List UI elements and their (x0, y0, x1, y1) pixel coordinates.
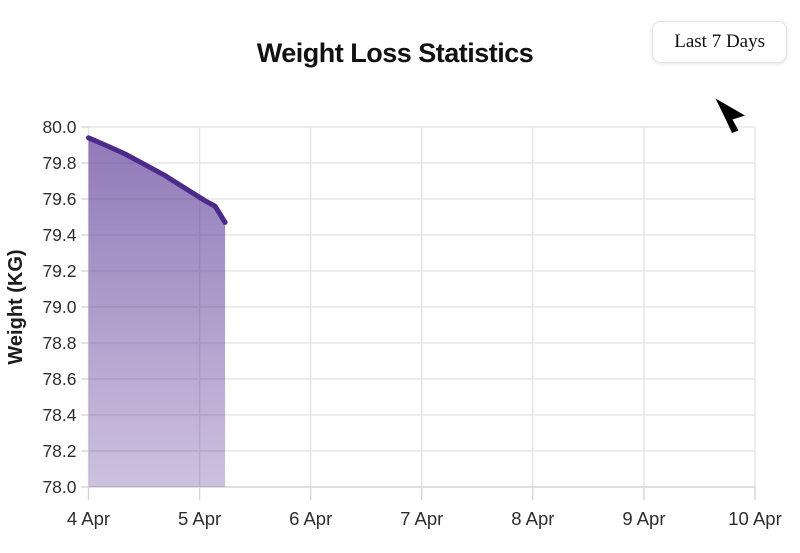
x-tick-label: 7 Apr (400, 508, 443, 529)
cursor-icon (715, 98, 745, 133)
date-range-button[interactable]: Last 7 Days (652, 21, 787, 63)
x-tick-label: 10 Apr (728, 508, 782, 529)
x-tick-label: 6 Apr (289, 508, 332, 529)
x-tick-label: 9 Apr (622, 508, 665, 529)
axis-ticks (81, 126, 756, 500)
axis-labels: 78.0 78.2 78.4 78.6 78.8 79.0 79.2 79.4 79.6 79.8… (42, 117, 781, 529)
y-tick-label: 78.2 (42, 441, 76, 461)
y-tick-label: 79.8 (42, 153, 76, 173)
weight-series (86, 135, 228, 488)
y-tick-label: 79.4 (42, 225, 76, 245)
y-tick-label: 80.0 (42, 117, 76, 137)
x-tick-label: 8 Apr (511, 508, 554, 529)
weight-line (86, 135, 228, 225)
weight-area-fill (88, 137, 226, 488)
y-tick-label: 78.0 (42, 477, 76, 497)
y-axis-label: Weight (KG) (5, 249, 27, 364)
x-tick-label: 5 Apr (178, 508, 221, 529)
y-tick-label: 78.8 (42, 333, 76, 353)
y-tick-label: 79.0 (42, 297, 76, 317)
y-tick-label: 79.2 (42, 261, 76, 281)
x-tick-label: 4 Apr (67, 508, 110, 529)
y-tick-label: 79.6 (42, 189, 76, 209)
page-title: Weight Loss Statistics (256, 38, 534, 68)
y-tick-label: 78.6 (42, 369, 76, 389)
y-tick-label: 78.4 (42, 405, 76, 425)
